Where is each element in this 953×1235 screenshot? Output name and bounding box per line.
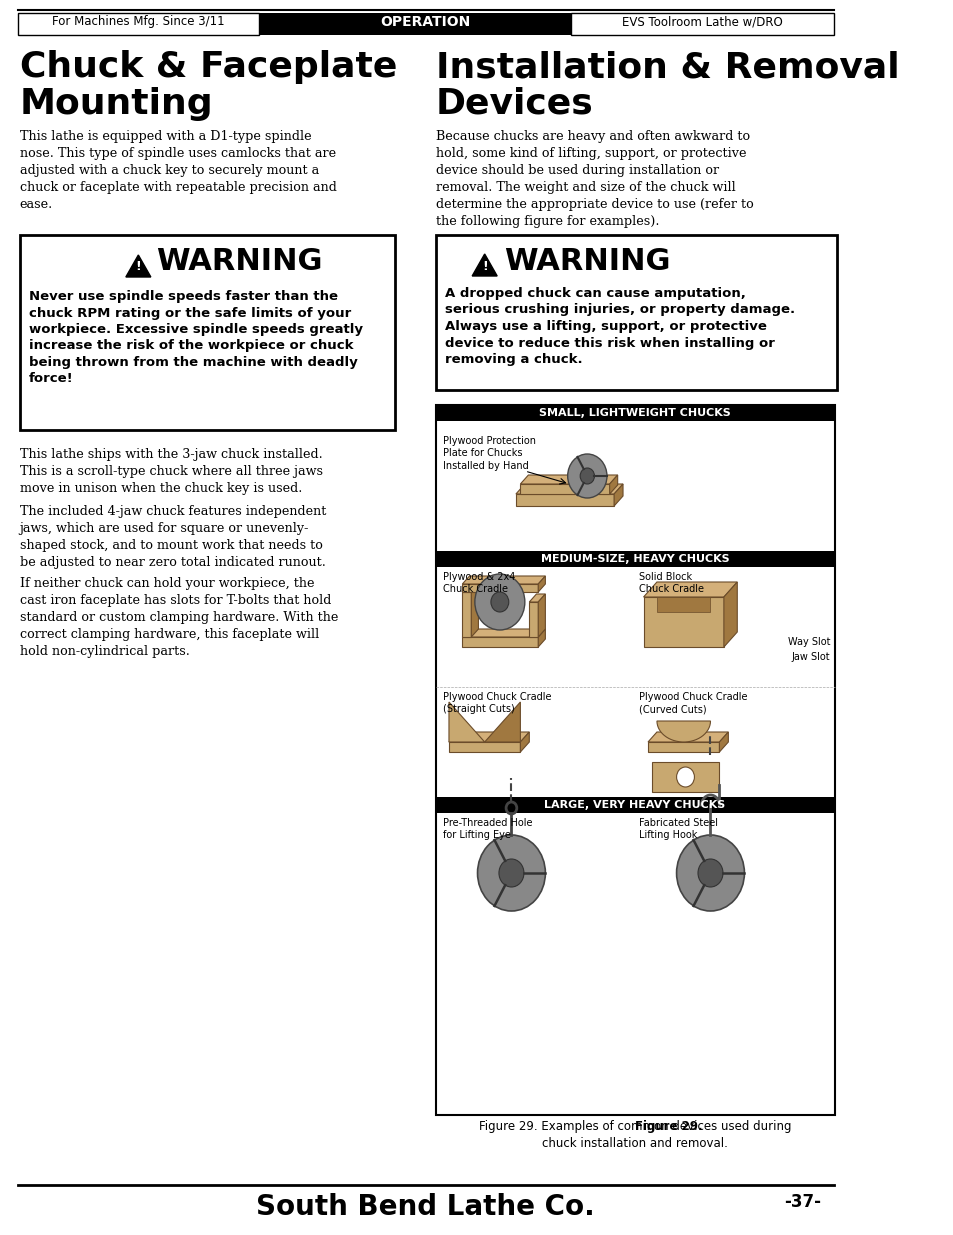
FancyBboxPatch shape bbox=[436, 235, 837, 390]
Text: This lathe ships with the 3-jaw chuck installed.
This is a scroll-type chuck whe: This lathe ships with the 3-jaw chuck in… bbox=[20, 448, 322, 495]
Polygon shape bbox=[472, 254, 497, 275]
Polygon shape bbox=[126, 254, 151, 277]
Polygon shape bbox=[537, 629, 545, 647]
Text: EVS Toolroom Lathe w/DRO: EVS Toolroom Lathe w/DRO bbox=[621, 16, 782, 28]
Polygon shape bbox=[647, 742, 719, 752]
Text: The included 4-jaw chuck features independent
jaws, which are used for square or: The included 4-jaw chuck features indepe… bbox=[20, 505, 326, 569]
Polygon shape bbox=[529, 594, 545, 601]
Polygon shape bbox=[516, 484, 622, 494]
Polygon shape bbox=[462, 637, 537, 647]
Circle shape bbox=[676, 767, 694, 787]
Polygon shape bbox=[449, 732, 529, 742]
Polygon shape bbox=[643, 582, 737, 597]
Circle shape bbox=[698, 860, 722, 887]
Text: For Machines Mfg. Since 3/11: For Machines Mfg. Since 3/11 bbox=[52, 16, 224, 28]
Text: If neither chuck can hold your workpiece, the
cast iron faceplate has slots for : If neither chuck can hold your workpiece… bbox=[20, 577, 337, 658]
Text: Pre-Threaded Hole
for Lifting Eye: Pre-Threaded Hole for Lifting Eye bbox=[442, 818, 532, 840]
Polygon shape bbox=[537, 576, 545, 592]
FancyBboxPatch shape bbox=[436, 405, 834, 421]
Polygon shape bbox=[462, 592, 471, 637]
Text: Plywood Chuck Cradle
(Straight Cuts): Plywood Chuck Cradle (Straight Cuts) bbox=[442, 692, 551, 714]
Circle shape bbox=[475, 574, 524, 630]
Text: MEDIUM-SIZE, HEAVY CHUCKS: MEDIUM-SIZE, HEAVY CHUCKS bbox=[540, 555, 729, 564]
Text: WARNING: WARNING bbox=[504, 247, 670, 275]
Circle shape bbox=[579, 468, 594, 484]
Polygon shape bbox=[516, 494, 614, 506]
Polygon shape bbox=[647, 732, 727, 742]
Text: South Bend Lathe Co.: South Bend Lathe Co. bbox=[256, 1193, 595, 1221]
Text: -37-: -37- bbox=[783, 1193, 821, 1212]
Text: Because chucks are heavy and often awkward to
hold, some kind of lifting, suppor: Because chucks are heavy and often awkwa… bbox=[436, 130, 753, 228]
Text: Plywood & 2x4
Chuck Cradle: Plywood & 2x4 Chuck Cradle bbox=[442, 572, 515, 594]
Polygon shape bbox=[529, 601, 537, 637]
Text: Plywood Protection
Plate for Chucks
Installed by Hand: Plywood Protection Plate for Chucks Inst… bbox=[442, 436, 536, 471]
Polygon shape bbox=[519, 484, 609, 494]
Polygon shape bbox=[449, 701, 484, 742]
Text: Figure 29.: Figure 29. bbox=[635, 1120, 702, 1132]
FancyBboxPatch shape bbox=[18, 14, 833, 35]
Polygon shape bbox=[462, 584, 477, 592]
FancyBboxPatch shape bbox=[20, 235, 395, 430]
FancyBboxPatch shape bbox=[652, 762, 719, 792]
Polygon shape bbox=[723, 582, 737, 647]
Text: Fabricated Steel
Lifting Hook: Fabricated Steel Lifting Hook bbox=[639, 818, 718, 840]
Circle shape bbox=[498, 860, 523, 887]
Polygon shape bbox=[484, 701, 519, 742]
Polygon shape bbox=[449, 742, 519, 752]
Circle shape bbox=[567, 454, 606, 498]
FancyBboxPatch shape bbox=[18, 14, 258, 35]
FancyBboxPatch shape bbox=[436, 551, 834, 567]
Text: Never use spindle speeds faster than the
chuck RPM rating or the safe limits of : Never use spindle speeds faster than the… bbox=[29, 290, 362, 385]
Text: SMALL, LIGHTWEIGHT CHUCKS: SMALL, LIGHTWEIGHT CHUCKS bbox=[538, 408, 730, 417]
FancyBboxPatch shape bbox=[436, 797, 834, 813]
Text: This lathe is equipped with a D1-type spindle
nose. This type of spindle uses ca: This lathe is equipped with a D1-type sp… bbox=[20, 130, 336, 211]
Polygon shape bbox=[614, 484, 622, 506]
FancyBboxPatch shape bbox=[436, 405, 834, 1115]
Polygon shape bbox=[462, 629, 545, 637]
Polygon shape bbox=[719, 732, 727, 752]
Text: Installation & Removal
Devices: Installation & Removal Devices bbox=[436, 49, 899, 121]
FancyBboxPatch shape bbox=[657, 597, 710, 613]
Text: Way Slot: Way Slot bbox=[787, 637, 829, 647]
Polygon shape bbox=[519, 475, 617, 484]
Polygon shape bbox=[657, 721, 710, 742]
Polygon shape bbox=[519, 732, 529, 752]
Text: LARGE, VERY HEAVY CHUCKS: LARGE, VERY HEAVY CHUCKS bbox=[544, 800, 725, 810]
Circle shape bbox=[676, 835, 743, 911]
Text: Jaw Slot: Jaw Slot bbox=[791, 652, 829, 662]
Polygon shape bbox=[537, 594, 545, 637]
Polygon shape bbox=[643, 597, 723, 647]
Text: WARNING: WARNING bbox=[156, 247, 322, 275]
Text: !: ! bbox=[135, 261, 141, 273]
Polygon shape bbox=[462, 576, 545, 584]
Text: !: ! bbox=[481, 259, 487, 273]
Polygon shape bbox=[471, 584, 477, 637]
Polygon shape bbox=[609, 475, 617, 494]
Text: OPERATION: OPERATION bbox=[380, 15, 471, 28]
Circle shape bbox=[477, 835, 545, 911]
Text: Plywood Chuck Cradle
(Curved Cuts): Plywood Chuck Cradle (Curved Cuts) bbox=[639, 692, 747, 714]
Circle shape bbox=[491, 592, 508, 613]
Text: Solid Block
Chuck Cradle: Solid Block Chuck Cradle bbox=[639, 572, 703, 594]
Polygon shape bbox=[462, 584, 537, 592]
Text: Chuck & Faceplate
Mounting: Chuck & Faceplate Mounting bbox=[20, 49, 396, 121]
FancyBboxPatch shape bbox=[571, 14, 833, 35]
Text: A dropped chuck can cause amputation,
serious crushing injuries, or property dam: A dropped chuck can cause amputation, se… bbox=[444, 287, 794, 366]
Text: Figure 29. Examples of common devices used during
chuck installation and removal: Figure 29. Examples of common devices us… bbox=[478, 1120, 790, 1150]
